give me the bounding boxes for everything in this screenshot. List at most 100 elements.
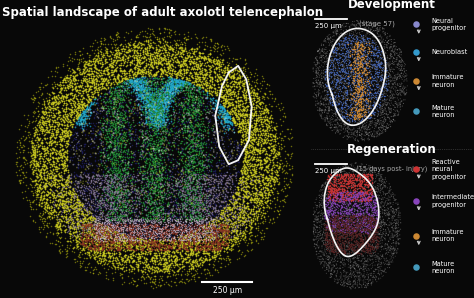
Point <box>346 215 354 220</box>
Point <box>374 78 381 83</box>
Point <box>45 210 52 215</box>
Point <box>328 235 335 240</box>
Point <box>109 114 117 118</box>
Point <box>329 190 337 195</box>
Point <box>334 120 341 125</box>
Point <box>194 230 202 235</box>
Point <box>140 102 147 107</box>
Point <box>351 254 359 259</box>
Point <box>152 135 160 139</box>
Point <box>385 198 392 203</box>
Point <box>355 178 362 183</box>
Point <box>222 247 229 252</box>
Point <box>328 86 336 91</box>
Point <box>351 52 358 56</box>
Point <box>120 253 128 258</box>
Point <box>371 105 379 110</box>
Point <box>157 102 164 106</box>
Point <box>49 119 57 124</box>
Point <box>28 120 36 125</box>
Point <box>194 218 201 223</box>
Point <box>42 128 49 132</box>
Point <box>144 122 151 127</box>
Point <box>215 193 223 197</box>
Point <box>154 90 162 95</box>
Point <box>193 57 201 61</box>
Point <box>230 118 238 122</box>
Point <box>201 218 209 222</box>
Point <box>113 175 120 179</box>
Point <box>122 246 129 251</box>
Point <box>145 102 153 106</box>
Point <box>175 220 183 225</box>
Point <box>366 215 374 220</box>
Point <box>354 243 362 248</box>
Point <box>40 206 48 211</box>
Point <box>63 182 70 187</box>
Point <box>193 65 201 69</box>
Point <box>118 96 125 101</box>
Point <box>139 217 147 222</box>
Point <box>168 85 176 90</box>
Point <box>347 128 355 132</box>
Point <box>248 84 256 89</box>
Point <box>166 232 173 237</box>
Point <box>165 240 173 245</box>
Point <box>180 227 188 232</box>
Point <box>360 115 368 120</box>
Point <box>240 194 248 198</box>
Point <box>346 253 354 258</box>
Point <box>94 224 101 228</box>
Point <box>112 89 120 94</box>
Point <box>356 56 364 60</box>
Point <box>54 224 61 228</box>
Point <box>118 122 126 127</box>
Point <box>271 97 279 101</box>
Point <box>145 201 153 206</box>
Point <box>363 198 370 203</box>
Point <box>161 124 168 129</box>
Point <box>328 41 336 45</box>
Point <box>154 209 162 214</box>
Point <box>204 82 211 87</box>
Point <box>329 229 337 234</box>
Point <box>155 86 163 90</box>
Point <box>156 145 164 149</box>
Point <box>113 141 121 146</box>
Point <box>171 49 179 54</box>
Point <box>241 176 248 181</box>
Point <box>108 168 115 173</box>
Point <box>383 57 391 61</box>
Point <box>136 222 143 227</box>
Point <box>111 232 119 237</box>
Point <box>355 204 363 209</box>
Point <box>55 152 63 156</box>
Point <box>197 149 204 154</box>
Point <box>164 176 172 181</box>
Point <box>109 97 117 102</box>
Point <box>182 163 190 168</box>
Point <box>393 250 401 255</box>
Point <box>340 82 348 86</box>
Point <box>217 44 225 49</box>
Point <box>329 250 337 255</box>
Point <box>218 246 225 250</box>
Point <box>55 248 63 252</box>
Point <box>359 212 367 216</box>
Point <box>129 84 137 89</box>
Point <box>91 193 98 198</box>
Point <box>163 111 170 116</box>
Point <box>210 127 217 132</box>
Point <box>140 102 147 106</box>
Point <box>383 198 390 203</box>
Point <box>229 153 237 158</box>
Point <box>191 198 199 203</box>
Point <box>142 145 149 149</box>
Point <box>214 85 222 89</box>
Point <box>137 41 145 46</box>
Point <box>84 114 92 119</box>
Point <box>120 236 128 240</box>
Point <box>391 233 399 238</box>
Point <box>365 281 372 286</box>
Point <box>356 42 364 47</box>
